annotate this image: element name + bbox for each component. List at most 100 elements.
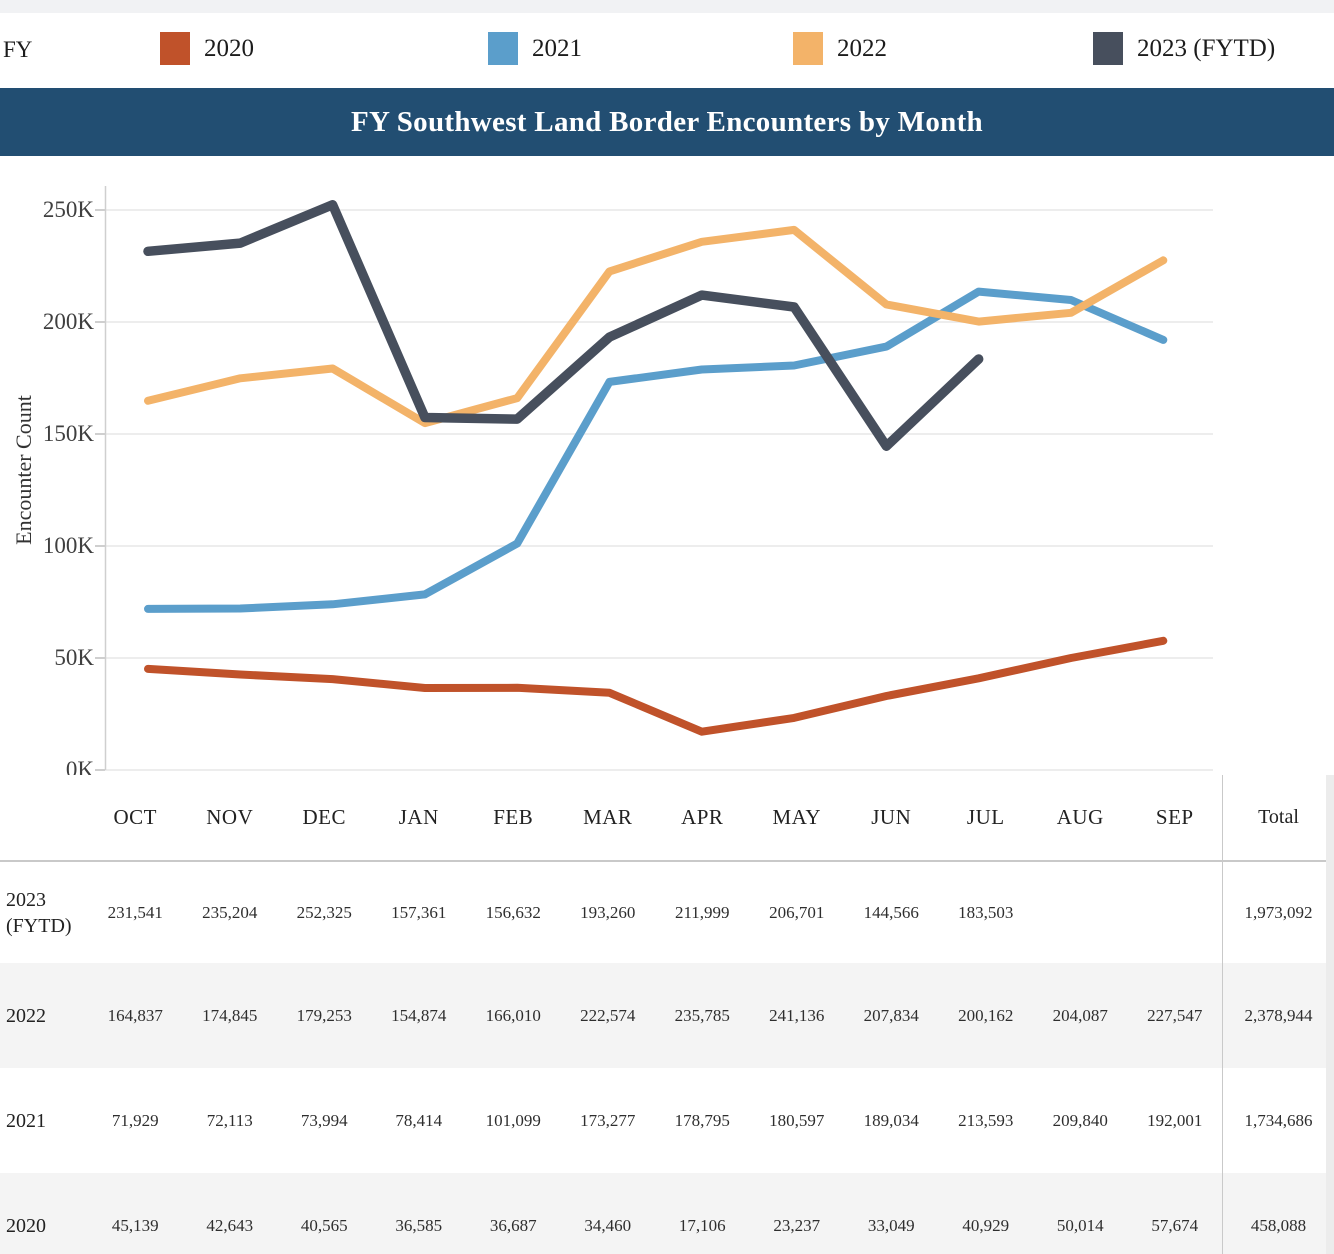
table-cell: 72,113 xyxy=(206,1110,253,1130)
legend-item-2022[interactable]: 2022 xyxy=(793,32,887,65)
table-cell: 206,701 xyxy=(769,902,825,922)
column-header-jan: JAN xyxy=(371,775,466,862)
column-header-may: MAY xyxy=(749,775,844,862)
table-cell xyxy=(1128,862,1223,963)
table-cell: 156,632 xyxy=(485,902,541,922)
table-cell: 204,087 xyxy=(1033,963,1128,1068)
table-cell: 33,049 xyxy=(844,1173,939,1254)
legend-swatch-icon xyxy=(1093,32,1123,65)
column-header-apr: APR xyxy=(655,775,750,862)
table-cell: 173,277 xyxy=(580,1110,636,1130)
table-cell: 50,014 xyxy=(1033,1173,1128,1254)
chart-legend: FY 2020 2021 2022 2023 (FYTD) xyxy=(0,13,1334,88)
column-header-oct: OCT xyxy=(88,775,183,862)
table-cell-total: 2,378,944 xyxy=(1222,963,1334,1068)
series-line-2022 xyxy=(144,225,1168,428)
table-cell: 252,325 xyxy=(296,902,352,922)
table-cell: 174,845 xyxy=(182,963,277,1068)
legend-item-label: 2020 xyxy=(204,34,254,62)
table-cell: 166,010 xyxy=(466,963,561,1068)
chart-title-bar: FY Southwest Land Border Encounters by M… xyxy=(0,88,1334,156)
table-grid: OCT NOV DEC JAN FEB MAR APR MAY JUN JUL AUG SEP Tota… xyxy=(0,775,1334,1254)
table-cell: 73,994 xyxy=(300,1110,348,1130)
column-header-aug: AUG xyxy=(1033,775,1128,862)
table-cell: 235,204 xyxy=(202,902,258,922)
table-cell: 42,643 xyxy=(182,1173,277,1254)
table-cell: 40,929 xyxy=(938,1173,1033,1254)
table-cell: 192,001 xyxy=(1147,1110,1203,1130)
table-cell: 144,566 xyxy=(863,902,919,922)
row-label-2023: 2023 (FYTD) xyxy=(6,888,72,937)
y-tick-label: 100K xyxy=(42,533,94,558)
table-cell: 207,834 xyxy=(844,963,939,1068)
table-corner xyxy=(0,775,88,862)
y-tick-label: 150K xyxy=(42,421,94,446)
table-cell: 164,837 xyxy=(88,963,183,1068)
legend-item-2021[interactable]: 2021 xyxy=(488,32,582,65)
legend-item-label: 2021 xyxy=(532,34,582,62)
table-cell: 209,840 xyxy=(1052,1110,1108,1130)
column-header-mar: MAR xyxy=(560,775,655,862)
data-table: OCT NOV DEC JAN FEB MAR APR MAY JUN JUL AUG SEP Tota… xyxy=(0,775,1334,1254)
legend-item-2023[interactable]: 2023 (FYTD) xyxy=(1093,32,1275,65)
table-cell: 40,565 xyxy=(277,1173,372,1254)
chart-title: FY Southwest Land Border Encounters by M… xyxy=(351,105,983,138)
table-cell: 211,999 xyxy=(674,902,730,922)
table-cell-total: 1,973,092 xyxy=(1222,862,1334,963)
table-cell: 189,034 xyxy=(863,1110,919,1130)
table-cell: 235,785 xyxy=(655,963,750,1068)
table-cell-total: 458,088 xyxy=(1222,1173,1334,1254)
y-tick-label: 250K xyxy=(42,197,94,222)
row-label-2020: 2020 xyxy=(0,1173,88,1254)
column-header-jun: JUN xyxy=(844,775,939,862)
table-cell: 193,260 xyxy=(580,902,636,922)
table-cell: 241,136 xyxy=(749,963,844,1068)
column-header-nov: NOV xyxy=(182,775,277,862)
table-cell: 101,099 xyxy=(485,1110,541,1130)
legend-swatch-icon xyxy=(488,32,518,65)
line-chart: Encounter Count 0K 50K 100K 150K 200K 250K xyxy=(0,156,1334,782)
legend-item-label: 2023 (FYTD) xyxy=(1137,34,1276,62)
row-label-2022: 2022 xyxy=(0,963,88,1068)
column-header-sep: SEP xyxy=(1127,775,1222,862)
table-cell: 57,674 xyxy=(1127,1173,1222,1254)
table-cell: 179,253 xyxy=(277,963,372,1068)
series-line-2021 xyxy=(144,287,1168,613)
column-header-jul: JUL xyxy=(938,775,1033,862)
table-cell: 180,597 xyxy=(769,1110,825,1130)
series-line-2023 xyxy=(143,200,984,451)
table-cell: 157,361 xyxy=(391,902,447,922)
table-cell: 178,795 xyxy=(674,1110,730,1130)
y-tick-label: 200K xyxy=(42,309,94,334)
legend-item-label: 2022 xyxy=(837,34,887,62)
table-cell: 227,547 xyxy=(1127,963,1222,1068)
table-cell: 36,687 xyxy=(466,1173,561,1254)
column-header-total: Total xyxy=(1222,775,1334,862)
table-cell: 231,541 xyxy=(107,902,163,922)
table-cell: 36,585 xyxy=(371,1173,466,1254)
table-cell: 17,106 xyxy=(655,1173,750,1254)
series-line-2020 xyxy=(144,636,1168,736)
table-cell: 45,139 xyxy=(88,1173,183,1254)
legend-item-2020[interactable]: 2020 xyxy=(160,32,254,65)
legend-swatch-icon xyxy=(160,32,190,65)
table-cell: 71,929 xyxy=(111,1110,159,1130)
table-cell: 183,503 xyxy=(958,902,1014,922)
table-cell: 23,237 xyxy=(749,1173,844,1254)
row-label-2021: 2021 xyxy=(6,1109,46,1132)
table-cell-total: 1,734,686 xyxy=(1222,1068,1334,1173)
y-tick-label: 50K xyxy=(54,645,94,670)
column-header-dec: DEC xyxy=(277,775,372,862)
legend-title: FY xyxy=(3,37,33,62)
top-strip xyxy=(0,0,1334,13)
table-cell xyxy=(1033,862,1128,963)
column-header-feb: FEB xyxy=(466,775,561,862)
table-cell: 34,460 xyxy=(560,1173,655,1254)
chart-plot xyxy=(95,186,1213,771)
legend-swatch-icon xyxy=(793,32,823,65)
table-cell: 213,593 xyxy=(958,1110,1014,1130)
scrollbar-track[interactable] xyxy=(1326,775,1334,1254)
table-cell: 78,414 xyxy=(395,1110,443,1130)
table-cell: 200,162 xyxy=(938,963,1033,1068)
